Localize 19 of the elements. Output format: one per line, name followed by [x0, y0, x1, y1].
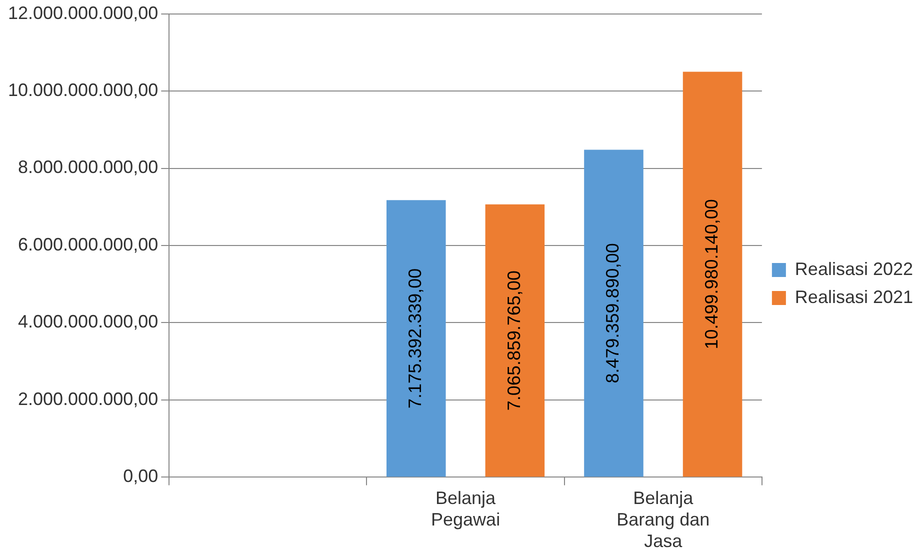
- y-tick-label: 10.000.000.000,00: [8, 80, 158, 100]
- bar: [485, 204, 545, 477]
- x-tick-label: Belanja Pegawai: [431, 488, 500, 530]
- bar: [386, 200, 446, 477]
- data-label: 10.499.980.140,00: [702, 199, 722, 350]
- data-label: 8.479.359.890,00: [602, 243, 623, 384]
- data-label: 7.065.859.765,00: [504, 270, 524, 411]
- y-tick-label: 2.000.000.000,00: [18, 388, 158, 409]
- y-tick-label: 6.000.000.000,00: [18, 234, 158, 254]
- data-label: 7.175.392.339,00: [405, 268, 426, 408]
- y-tick-label: 4.000.000.000,00: [18, 312, 158, 332]
- y-tick-label: 8.000.000.000,00: [18, 157, 158, 178]
- x-tick-label: Belanja Barang dan Jasa: [616, 488, 710, 552]
- legend-label: Realisasi 2021: [794, 286, 914, 307]
- bar: [682, 72, 742, 477]
- y-tick-label: 0,00: [123, 466, 158, 486]
- bar: [584, 150, 644, 477]
- y-tick-label: 12.000.000.000,00: [8, 2, 158, 23]
- legend-label: Realisasi 2022: [794, 258, 914, 279]
